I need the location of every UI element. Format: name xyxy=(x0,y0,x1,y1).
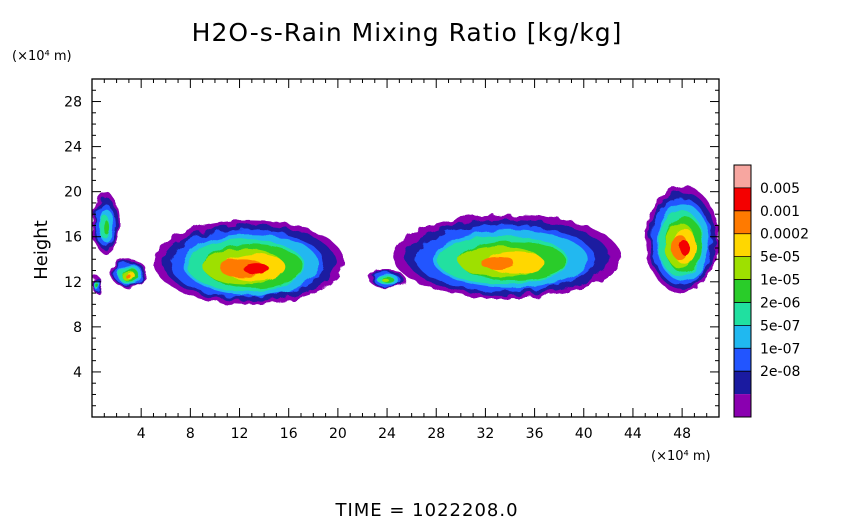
field-contour xyxy=(95,284,99,288)
precipitation-field xyxy=(92,186,719,305)
x-tick-label: 28 xyxy=(427,426,445,442)
field-contour xyxy=(382,278,390,282)
time-label: TIME = 1022208.0 xyxy=(334,500,518,519)
x-axis: 4 8 12 16 20 24 28 32 36 40 44 48 xyxy=(103,79,708,442)
colorbar-swatch xyxy=(734,348,751,372)
x-tick-label: 12 xyxy=(231,426,249,442)
colorbar-label: 5e-07 xyxy=(760,318,800,334)
colorbar-swatch xyxy=(734,256,751,280)
region-right-edge xyxy=(645,186,719,294)
y-tick-label: 12 xyxy=(64,275,82,291)
field-contour xyxy=(243,263,270,275)
x-tick-label: 20 xyxy=(329,426,347,442)
y-axis-label: Height xyxy=(31,220,52,280)
y-axis: 4 8 12 16 20 24 28 xyxy=(64,89,719,407)
colorbar-label: 1e-07 xyxy=(760,341,800,357)
y-tick-label: 16 xyxy=(64,230,82,246)
region-left-edge-upper xyxy=(92,191,120,254)
x-axis-unit: (×10⁴ m) xyxy=(651,449,711,464)
colorbar-label: 0.005 xyxy=(760,181,800,197)
colorbar-label: 1e-05 xyxy=(760,273,800,289)
colorbar-label: 2e-08 xyxy=(760,364,800,380)
colorbar-label: 0.0002 xyxy=(760,227,809,243)
colorbar-swatch xyxy=(734,210,751,234)
colorbar-swatch xyxy=(734,165,751,188)
colorbar-label: 2e-06 xyxy=(760,295,800,311)
x-tick-label: 16 xyxy=(280,426,298,442)
x-tick-label: 40 xyxy=(575,426,593,442)
colorbar-swatch xyxy=(734,371,751,395)
field-contour xyxy=(124,273,131,278)
x-tick-label: 36 xyxy=(526,426,544,442)
field-contour xyxy=(103,220,110,235)
region-left-blob xyxy=(110,259,148,288)
x-tick-label: 8 xyxy=(186,426,195,442)
y-tick-label: 20 xyxy=(64,185,82,201)
y-tick-label: 24 xyxy=(64,140,82,156)
y-tick-label: 4 xyxy=(73,365,82,381)
y-axis-unit: (×10⁴ m) xyxy=(12,49,72,64)
y-tick-label: 8 xyxy=(73,320,82,336)
x-tick-label: 4 xyxy=(137,426,146,442)
region-left-edge-lower xyxy=(92,276,102,294)
chart-title: H2O-s-Rain Mixing Ratio [kg/kg] xyxy=(192,18,623,47)
field-contour xyxy=(680,240,691,256)
colorbar-swatch xyxy=(734,187,751,211)
region-main-cluster-east xyxy=(393,214,621,299)
colorbar: 0.005 0.001 0.0002 5e-05 1e-05 2e-06 5e-07 1e-0… xyxy=(733,164,809,418)
y-tick-label: 28 xyxy=(64,95,82,111)
colorbar-label: 0.001 xyxy=(760,204,800,220)
x-tick-label: 24 xyxy=(378,426,396,442)
x-tick-label: 48 xyxy=(673,426,691,442)
colorbar-swatch xyxy=(734,394,751,417)
field-contour xyxy=(480,256,515,270)
region-small-patch xyxy=(368,270,406,288)
region-main-cluster-west xyxy=(153,219,345,305)
colorbar-label: 5e-05 xyxy=(760,250,800,266)
colorbar-swatch xyxy=(734,233,751,257)
x-tick-label: 44 xyxy=(624,426,642,442)
colorbar-swatch xyxy=(734,279,751,303)
colorbar-swatch xyxy=(734,325,751,349)
colorbar-swatch xyxy=(734,302,751,326)
x-tick-label: 32 xyxy=(476,426,494,442)
colorbar-frame xyxy=(733,164,752,418)
